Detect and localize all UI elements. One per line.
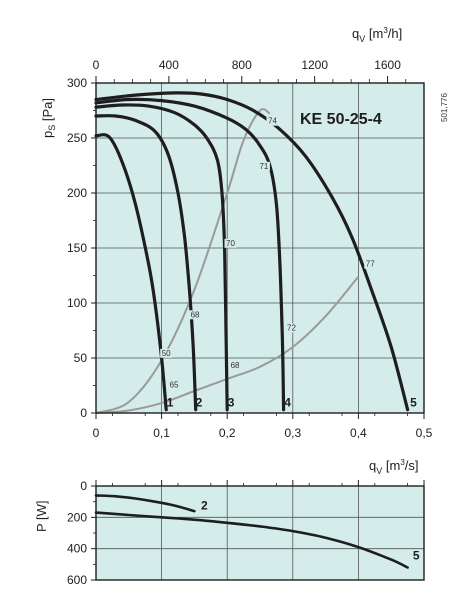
pressure-chart-grid xyxy=(95,82,425,414)
pressure-flow-chart: 74 71 70 68 50 68 65 72 77 1 2 3 4 5 0 0,1 0,2 0,3 0,4 0,… xyxy=(40,26,449,440)
fan-curve-5 xyxy=(94,91,410,412)
power-tick-label: 600 xyxy=(67,573,87,587)
efficiency-label-backdrop xyxy=(189,310,202,320)
y-tick-label: 150 xyxy=(67,241,87,255)
efficiency-label-backdrop xyxy=(229,360,242,370)
y-tick-label: 0 xyxy=(80,406,87,420)
efficiency-label-backdrop xyxy=(168,380,181,390)
efficiency-label-backdrop xyxy=(285,323,298,333)
top-x-tick-label: 800 xyxy=(232,58,252,72)
model-title: KE 50-25-4 xyxy=(300,111,382,128)
top-x-tick-label: 1600 xyxy=(374,58,401,72)
efficiency-label-backdrop xyxy=(257,161,270,171)
efficiency-label: 68 xyxy=(191,310,200,319)
y-tick-label: 100 xyxy=(67,296,87,310)
fan-curve-number: 5 xyxy=(410,395,417,409)
y-tick-label: 50 xyxy=(74,351,88,365)
efficiency-label: 68 xyxy=(231,361,240,370)
power-curve-number: 2 xyxy=(201,499,208,513)
top-x-tick-label: 0 xyxy=(93,58,100,72)
y-tick-label: 300 xyxy=(67,76,87,90)
fan-curve-number: 4 xyxy=(284,395,291,409)
fan-curve-number: 3 xyxy=(228,395,235,409)
efficiency-label: 72 xyxy=(287,324,296,333)
power-curve-labels: 25 xyxy=(201,499,420,563)
efficiency-label: 77 xyxy=(366,260,375,269)
y-tick-label: 200 xyxy=(67,186,87,200)
power-chart-ticks: 0 200 400 600 xyxy=(67,479,425,587)
fan-curve-number: 1 xyxy=(167,395,174,409)
power-curves xyxy=(94,494,409,569)
x-tick-label: 0,2 xyxy=(219,426,236,440)
pressure-axis-label: pS [Pa] xyxy=(40,98,57,138)
top-flow-axis-label: qV [m3/h] xyxy=(352,26,402,44)
efficiency-label-backdrop xyxy=(364,259,377,269)
top-x-tick-label: 400 xyxy=(159,58,179,72)
efficiency-labels: 74 71 70 68 50 68 65 72 77 xyxy=(160,116,377,390)
efficiency-label: 70 xyxy=(226,239,235,248)
x-tick-label: 0 xyxy=(93,426,100,440)
power-axis-label: P [W] xyxy=(34,500,49,532)
power-tick-label: 0 xyxy=(80,479,87,493)
drawing-code: 501,776 xyxy=(440,93,449,122)
efficiency-label: 50 xyxy=(162,349,171,358)
y-tick-label: 250 xyxy=(67,131,87,145)
efficiency-label-backdrop xyxy=(266,116,279,126)
x-tick-label: 0,5 xyxy=(416,426,433,440)
fan-curve-labels: 1 2 3 4 5 xyxy=(167,395,417,409)
power-tick-label: 400 xyxy=(67,542,87,556)
fan-curve-number: 2 xyxy=(196,395,203,409)
fan-curve-2 xyxy=(94,114,198,412)
efficiency-label: 71 xyxy=(259,162,268,171)
x-tick-label: 0,4 xyxy=(350,426,367,440)
power-curve-5 xyxy=(94,511,409,569)
power-tick-label: 200 xyxy=(67,510,87,524)
efficiency-label: 74 xyxy=(268,117,277,126)
top-x-tick-label: 1200 xyxy=(301,58,328,72)
fan-curve-4 xyxy=(94,97,286,412)
efficiency-label: 65 xyxy=(170,381,179,390)
power-curve-2 xyxy=(94,494,196,513)
x-tick-label: 0,1 xyxy=(153,426,170,440)
efficiency-label-backdrop xyxy=(160,348,173,358)
efficiency-label-backdrop xyxy=(224,238,237,248)
bottom-flow-axis-label: qV [m3/s] xyxy=(369,458,419,476)
power-curve-number: 5 xyxy=(413,549,420,563)
fan-curve-3 xyxy=(94,103,229,412)
x-tick-label: 0,3 xyxy=(284,426,301,440)
